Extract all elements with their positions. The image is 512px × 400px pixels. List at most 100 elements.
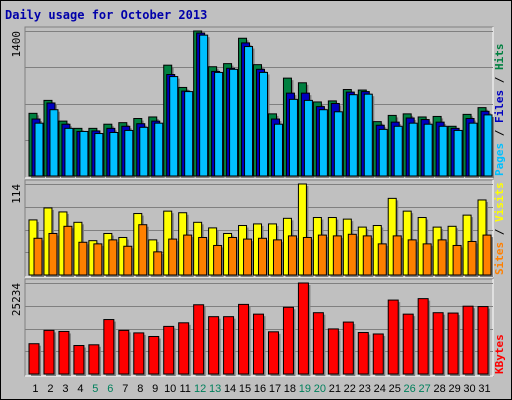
day-label-27: 27 [419, 383, 431, 395]
pages-bar-day-25 [393, 125, 405, 178]
pages-bar-day-28 [438, 125, 450, 178]
sites-bar-day-16 [258, 237, 269, 277]
day-label-7: 7 [122, 383, 128, 395]
pages-bar-day-8 [139, 126, 150, 178]
pages-bar-day-3 [64, 127, 75, 178]
sites-bar-day-18 [287, 235, 299, 277]
kbytes-bar-day-19 [297, 282, 311, 376]
day-label-23: 23 [359, 383, 371, 395]
sites-bar-day-17 [272, 239, 284, 277]
pages-bar-day-14 [229, 68, 240, 178]
sites-bar-day-30 [467, 240, 479, 277]
day-label-22: 22 [344, 383, 356, 395]
pages-bar-day-31 [483, 114, 495, 178]
kbytes-bar-day-7 [118, 329, 131, 376]
pages-bar-day-4 [79, 130, 90, 178]
sites-bar-day-4 [78, 241, 89, 277]
pages-bar-day-30 [468, 122, 480, 178]
pages-bar-day-2 [49, 109, 60, 178]
pages-bar-day-17 [273, 123, 285, 178]
pages-bar-day-21 [333, 111, 345, 178]
sites-bar-day-7 [123, 245, 134, 277]
day-label-14: 14 [224, 383, 236, 395]
sites-bar-day-9 [153, 251, 164, 277]
sites-bar-day-11 [183, 234, 194, 277]
pages-bar-day-11 [184, 91, 195, 178]
sites-bar-day-1 [33, 237, 44, 277]
day-label-20: 20 [314, 383, 326, 395]
y-max-label-visits-sites: 114 [10, 184, 23, 204]
pages-bar-day-26 [408, 122, 420, 178]
day-label-2: 2 [47, 383, 53, 395]
kbytes-bar-day-25 [387, 299, 401, 376]
sites-bar-day-24 [377, 243, 389, 277]
legend-entry: / [493, 123, 506, 143]
day-label-4: 4 [77, 383, 83, 395]
day-label-30: 30 [463, 383, 475, 395]
y-max-label-hits-files-pages: 1400 [10, 31, 23, 58]
kbytes-bar-day-8 [133, 332, 146, 376]
day-label-31: 31 [478, 383, 490, 395]
sites-bar-day-27 [422, 243, 434, 277]
legend-entry: Visits [493, 182, 506, 222]
kbytes-bar-day-12 [193, 304, 206, 376]
day-label-25: 25 [389, 383, 401, 395]
sites-bar-day-29 [452, 244, 464, 277]
kbytes-bar-day-15 [238, 303, 251, 376]
sites-bar-day-25 [392, 235, 404, 277]
day-label-21: 21 [329, 383, 341, 395]
pages-bar-day-15 [244, 46, 255, 179]
day-label-8: 8 [137, 383, 143, 395]
pages-bar-day-10 [169, 76, 180, 178]
day-label-5: 5 [92, 383, 98, 395]
pages-bar-day-20 [318, 109, 330, 178]
kbytes-bar-day-6 [103, 319, 116, 376]
day-label-12: 12 [194, 383, 206, 395]
sites-bar-day-14 [228, 236, 239, 277]
sites-bar-day-28 [437, 239, 449, 277]
kbytes-bar-day-23 [357, 332, 371, 376]
sites-bar-day-12 [198, 236, 209, 277]
pages-bar-day-19 [303, 99, 315, 178]
day-label-13: 13 [209, 383, 221, 395]
sites-bar-day-15 [243, 238, 254, 277]
sites-bar-day-5 [93, 243, 104, 277]
kbytes-bar-day-18 [282, 306, 296, 376]
legend-entry: Hits [493, 44, 506, 71]
day-label-17: 17 [269, 383, 281, 395]
legend-entry: KBytes [493, 334, 506, 374]
kbytes-bar-day-2 [43, 329, 56, 376]
pages-bar-day-9 [154, 122, 165, 178]
sites-bar-day-19 [302, 236, 314, 277]
kbytes-bar-day-29 [447, 312, 461, 376]
sites-bar-day-6 [108, 239, 119, 277]
kbytes-bar-day-16 [253, 313, 266, 376]
legend-hits-files-pages: Pages / Files / Hits [493, 44, 506, 177]
kbytes-bar-day-24 [372, 333, 386, 376]
chart-title: Daily usage for October 2013 [5, 8, 207, 22]
legend-entry: Sites [493, 242, 506, 275]
day-label-24: 24 [374, 383, 386, 395]
pages-bar-day-1 [34, 122, 45, 178]
kbytes-bar-day-9 [148, 335, 161, 376]
sites-bar-day-2 [48, 232, 59, 277]
day-label-26: 26 [404, 383, 416, 395]
kbytes-bar-day-10 [163, 325, 176, 376]
day-label-6: 6 [107, 383, 113, 395]
day-label-15: 15 [239, 383, 251, 395]
legend-entry: Pages [493, 143, 506, 176]
kbytes-bar-day-5 [88, 344, 101, 376]
sites-bar-day-26 [407, 239, 419, 277]
kbytes-bar-day-21 [327, 328, 341, 376]
kbytes-bar-day-3 [58, 330, 71, 376]
legend-entry: / [493, 222, 506, 242]
sites-bar-day-8 [138, 224, 149, 277]
sites-bar-day-23 [362, 235, 374, 277]
legend-entry: / [493, 70, 506, 90]
pages-bar-day-6 [109, 132, 120, 178]
pages-bar-day-29 [453, 129, 465, 178]
day-label-1: 1 [32, 383, 38, 395]
kbytes-bar-day-26 [402, 313, 416, 376]
kbytes-bar-day-1 [28, 343, 41, 376]
day-label-18: 18 [284, 383, 296, 395]
